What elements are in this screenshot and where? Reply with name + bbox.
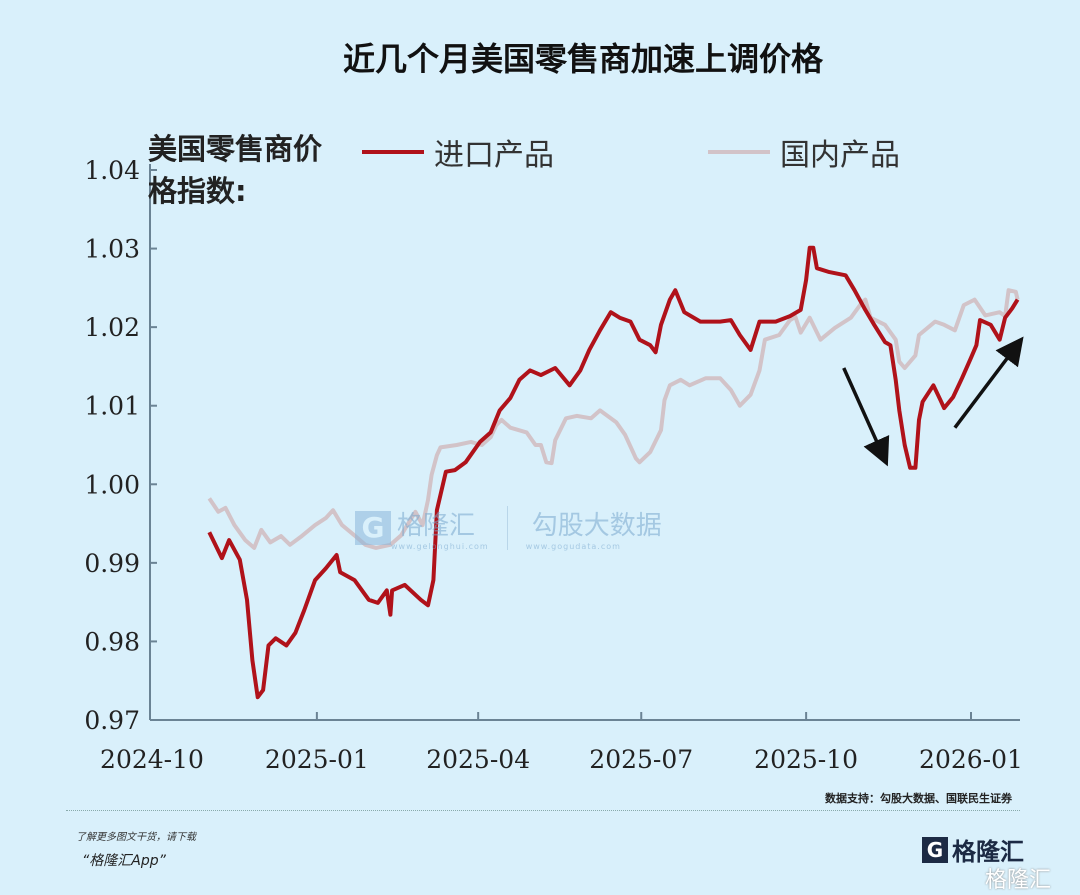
legend-swatch-import (362, 150, 424, 154)
promo-app-name: “格隆汇App” (82, 853, 166, 869)
arrow-down-icon (842, 367, 890, 467)
legend-item-domestic: 国内产品 (708, 130, 900, 174)
y-tick-label: 1.00 (84, 470, 140, 499)
x-tick-label: 2025-07 (589, 745, 693, 774)
y-axis-label: 美国零售商价格指数: (148, 132, 323, 208)
corner-logo: 格隆汇 (985, 868, 1052, 893)
series-line-import (207, 245, 1020, 700)
x-tick-label: 2025-04 (426, 745, 530, 774)
watermark-brand-url: www.gelonghui.com (391, 542, 489, 551)
series-line-domestic (207, 288, 1020, 550)
x-tick-label: 2025-10 (754, 745, 858, 774)
legend-label-domestic: 国内产品 (780, 138, 900, 173)
legend-swatch-domestic (708, 150, 770, 154)
chart-title: 近几个月美国零售商加速上调价格 (342, 40, 823, 78)
watermark-divider (506, 506, 508, 550)
y-tick-label: 1.02 (84, 313, 140, 342)
watermark-data-url: www.gogudata.com (525, 542, 621, 551)
data-source: 数据支持：勾股大数据、国联民生证券 (825, 792, 1012, 805)
y-tick-label: 0.99 (84, 549, 140, 578)
footer-logo: G 格隆汇 (922, 832, 1024, 867)
watermark-logo-icon: G (355, 511, 391, 545)
y-tick-label: 0.98 (84, 627, 140, 656)
arrow-up-icon (953, 336, 1024, 429)
watermark: G 格隆汇 www.gelonghui.com 勾股大数据 www.goguda… (355, 505, 662, 551)
legend-label-import: 进口产品 (434, 138, 554, 173)
promo-text: 了解更多图文干货，请下载 (76, 832, 196, 843)
y-tick-label: 0.97 (84, 706, 140, 735)
x-tick-label: 2024-10 (100, 745, 204, 774)
footer-divider (66, 810, 1020, 811)
y-tick-label: 1.04 (84, 156, 140, 185)
legend-item-import: 进口产品 (362, 130, 554, 174)
logo-text: 格隆汇 (952, 838, 1024, 866)
watermark-data-brand: 勾股大数据 (531, 511, 662, 541)
y-tick-label: 1.03 (84, 235, 140, 264)
logo-icon: G (922, 836, 948, 863)
x-tick-label: 2025-01 (265, 745, 369, 774)
watermark-brand: 格隆汇 (397, 511, 476, 541)
x-tick-label: 2026-01 (919, 745, 1023, 774)
y-tick-label: 1.01 (84, 392, 140, 421)
